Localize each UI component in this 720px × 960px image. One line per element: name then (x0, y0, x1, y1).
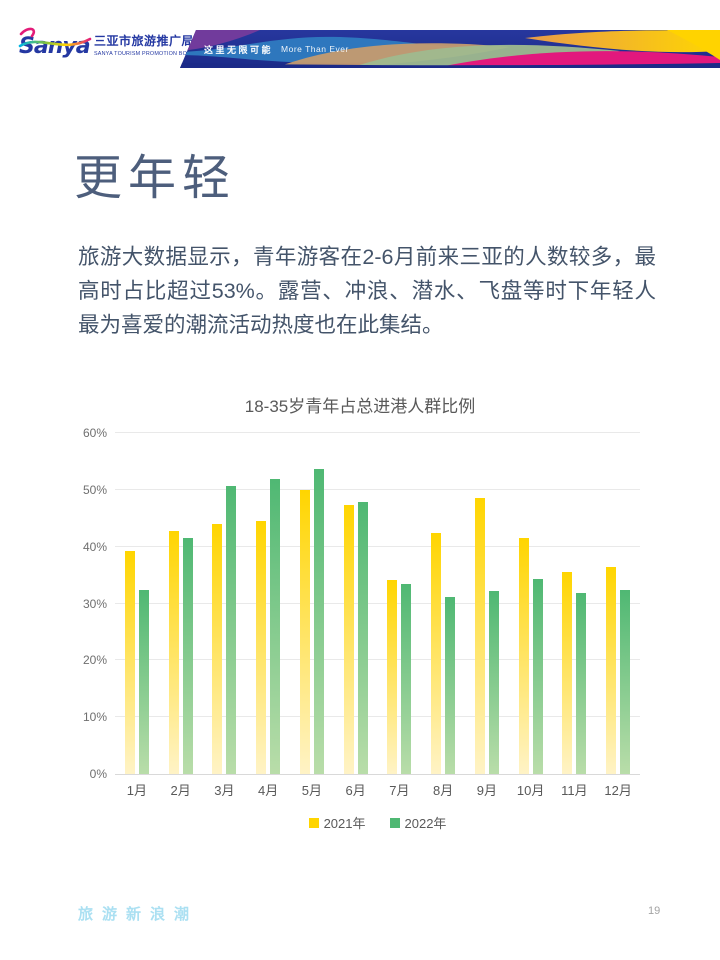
y-tick-label-20: 20% (82, 653, 107, 668)
bar-2022年-7月 (401, 584, 412, 774)
bar-2021年-7月 (387, 579, 398, 774)
chart-title: 18-35岁青年占总进港人群比例 (244, 397, 476, 416)
bar-group-5月 (290, 433, 334, 774)
y-tick-label-60: 60% (82, 426, 107, 440)
org-name-zh: 三亚市旅游推广局 (94, 34, 195, 48)
org-name-block: 三亚市旅游推广局 SANYA TOURISM PROMOTION BOARD (94, 32, 199, 57)
chart-legend: 2021年 2022年 (115, 813, 640, 832)
bar-group-2月 (159, 433, 203, 774)
bar-2021年-5月 (299, 490, 310, 774)
header-banner: 这里无限可能 More Than Ever (180, 30, 720, 68)
gridline-0 (115, 774, 640, 775)
sanya-logo: Sanya (18, 22, 92, 66)
chart-x-axis: 1月 2月 3月 4月 5月 6月 7月 8月 9月 10月 11月 12月 (115, 780, 640, 799)
x-tick-label-7月: 7月 (389, 783, 410, 798)
bar-group-6月 (334, 433, 378, 774)
bar-2021年-10月 (518, 537, 529, 774)
gridline-10 (115, 716, 640, 718)
page-title: 更年轻 (74, 152, 237, 205)
bar-2021年-1月 (124, 551, 135, 774)
bar-group-1月 (115, 433, 159, 774)
bar-2022年-5月 (313, 469, 324, 774)
bar-group-9月 (465, 433, 509, 774)
x-tick-label-3月: 3月 (214, 783, 235, 798)
chart-y-axis: 0% 10% 20% 30% 40% 50% 60% (80, 426, 115, 781)
legend-swatch-2022年 (389, 817, 400, 828)
bar-2022年-2月 (182, 538, 193, 774)
bar-2022年-1月 (138, 590, 149, 774)
y-tick-label-0: 0% (89, 767, 107, 781)
bar-group-4月 (246, 433, 290, 774)
bar-2021年-6月 (343, 504, 354, 774)
legend-label-2022年: 2022年 (404, 816, 447, 831)
legend-swatch-2021年 (308, 817, 319, 828)
bar-group-8月 (421, 433, 465, 774)
x-tick-label-1月: 1月 (126, 783, 147, 798)
x-tick-label-12月: 12月 (604, 783, 632, 798)
bar-2022年-8月 (445, 596, 456, 774)
gridline-50 (115, 488, 640, 490)
header: Sanya 三亚市旅游推广局 SANYA TOURISM PROMOTION B… (0, 0, 720, 80)
bar-2021年-12月 (606, 566, 617, 774)
bar-2021年-3月 (212, 523, 223, 774)
y-tick-label-10: 10% (82, 710, 107, 725)
bar-2021年-2月 (168, 530, 179, 774)
banner-waves-icon (180, 30, 720, 68)
bar-2022年-12月 (620, 589, 631, 774)
bar-group-11月 (553, 433, 597, 774)
x-tick-label-9月: 9月 (476, 783, 497, 798)
chart-body: 0% 10% 20% 30% 40% 50% 60% (80, 426, 640, 781)
bar-2021年-4月 (256, 521, 267, 774)
banner-slogan-zh: 这里无限可能 (204, 44, 274, 55)
bar-2022年-6月 (357, 502, 368, 774)
x-tick-label-8月: 8月 (433, 783, 454, 798)
bar-2022年-11月 (576, 592, 587, 774)
y-tick-label-50: 50% (82, 482, 107, 497)
bar-group-10月 (509, 433, 553, 774)
chart-bars (115, 433, 640, 774)
bar-group-12月 (596, 433, 640, 774)
body-paragraph: 旅游大数据显示，青年游客在2-6月前来三亚的人数较多，最高时占比超过53%。露营… (78, 245, 656, 337)
bar-chart: 18-35岁青年占总进港人群比例 0% 10% 20% 30% 40% 50% 60% 1月… (80, 392, 640, 832)
page-number: 19 (648, 905, 661, 917)
bar-2022年-3月 (226, 486, 237, 774)
legend-item-2021年: 2021年 (308, 813, 366, 832)
bar-2021年-9月 (474, 497, 485, 774)
banner-slogan: 这里无限可能 More Than Ever (204, 30, 349, 68)
gridline-20 (115, 659, 640, 661)
bar-2022年-10月 (532, 578, 543, 774)
bar-group-3月 (203, 433, 247, 774)
chart-plot (115, 432, 640, 775)
org-name-en: SANYA TOURISM PROMOTION BOARD (94, 51, 199, 57)
bar-2021年-11月 (562, 572, 573, 774)
banner-slogan-en: More Than Ever (281, 44, 349, 54)
y-tick-label-30: 30% (82, 596, 107, 611)
legend-item-2022年: 2022年 (389, 813, 447, 832)
x-tick-label-4月: 4月 (258, 783, 279, 798)
x-tick-label-10月: 10月 (516, 783, 545, 798)
bar-group-7月 (378, 433, 422, 774)
legend-label-2021年: 2021年 (323, 816, 366, 831)
bar-2022年-4月 (270, 479, 281, 774)
gridline-30 (115, 602, 640, 604)
x-tick-label-2月: 2月 (170, 783, 191, 798)
sanya-logo-icon: Sanya (18, 27, 92, 59)
gridline-60 (115, 432, 640, 433)
gridline-40 (115, 545, 640, 547)
x-tick-label-5月: 5月 (301, 783, 322, 798)
svg-text:Sanya: Sanya (19, 34, 90, 59)
y-tick-label-40: 40% (82, 539, 107, 554)
footer-brand: 旅游新浪潮 (78, 906, 199, 923)
x-tick-label-11月: 11月 (561, 783, 588, 798)
x-tick-label-6月: 6月 (345, 783, 366, 798)
bar-2021年-8月 (431, 533, 442, 774)
bar-2022年-9月 (488, 591, 499, 774)
